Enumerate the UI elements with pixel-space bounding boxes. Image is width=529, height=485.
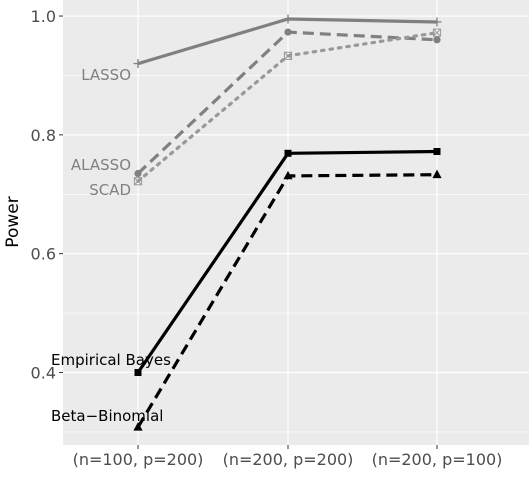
y-tick-label: 0.8: [31, 126, 56, 145]
series-labels: LASSO ALASSO SCAD Empirical Bayes Beta−Binom…: [51, 66, 171, 425]
marker-alasso: [284, 28, 292, 36]
x-tick-label: (n=100, p=200): [73, 450, 204, 469]
series-label-beta-binomial: Beta−Binomial: [51, 407, 163, 425]
plot-panel: [63, 0, 529, 445]
y-axis: 0.4 0.6 0.8 1.0: [31, 7, 63, 383]
x-axis: (n=100, p=200) (n=200, p=200) (n=200, p=10…: [73, 445, 503, 469]
marker-empirical-bayes: [134, 369, 142, 377]
marker-empirical-bayes: [433, 148, 441, 156]
marker-lasso: [432, 17, 442, 27]
series-label-empirical-bayes: Empirical Bayes: [51, 351, 171, 369]
y-tick-label: 0.4: [31, 364, 56, 383]
marker-alasso: [134, 169, 142, 178]
marker-scad: [133, 177, 143, 186]
series-label-scad: SCAD: [89, 181, 131, 199]
marker-scad: [432, 28, 442, 37]
marker-empirical-bayes: [284, 149, 292, 157]
x-tick-label: (n=200, p=100): [372, 450, 503, 469]
marker-beta-binomial: [432, 169, 442, 179]
marker-scad: [283, 51, 293, 60]
marker-alasso: [433, 36, 441, 44]
marker-beta-binomial: [133, 422, 143, 431]
marker-beta-binomial: [283, 170, 293, 180]
x-tick-label: (n=200, p=200): [223, 450, 354, 469]
series-label-alasso: ALASSO: [71, 156, 131, 174]
y-tick-label: 0.6: [31, 245, 56, 264]
series-markers: [133, 14, 442, 431]
y-tick-label: 1.0: [31, 7, 56, 26]
y-axis-title: Power: [3, 196, 23, 247]
marker-lasso: [283, 14, 293, 24]
series-label-lasso: LASSO: [81, 66, 131, 84]
marker-lasso: [133, 59, 143, 69]
